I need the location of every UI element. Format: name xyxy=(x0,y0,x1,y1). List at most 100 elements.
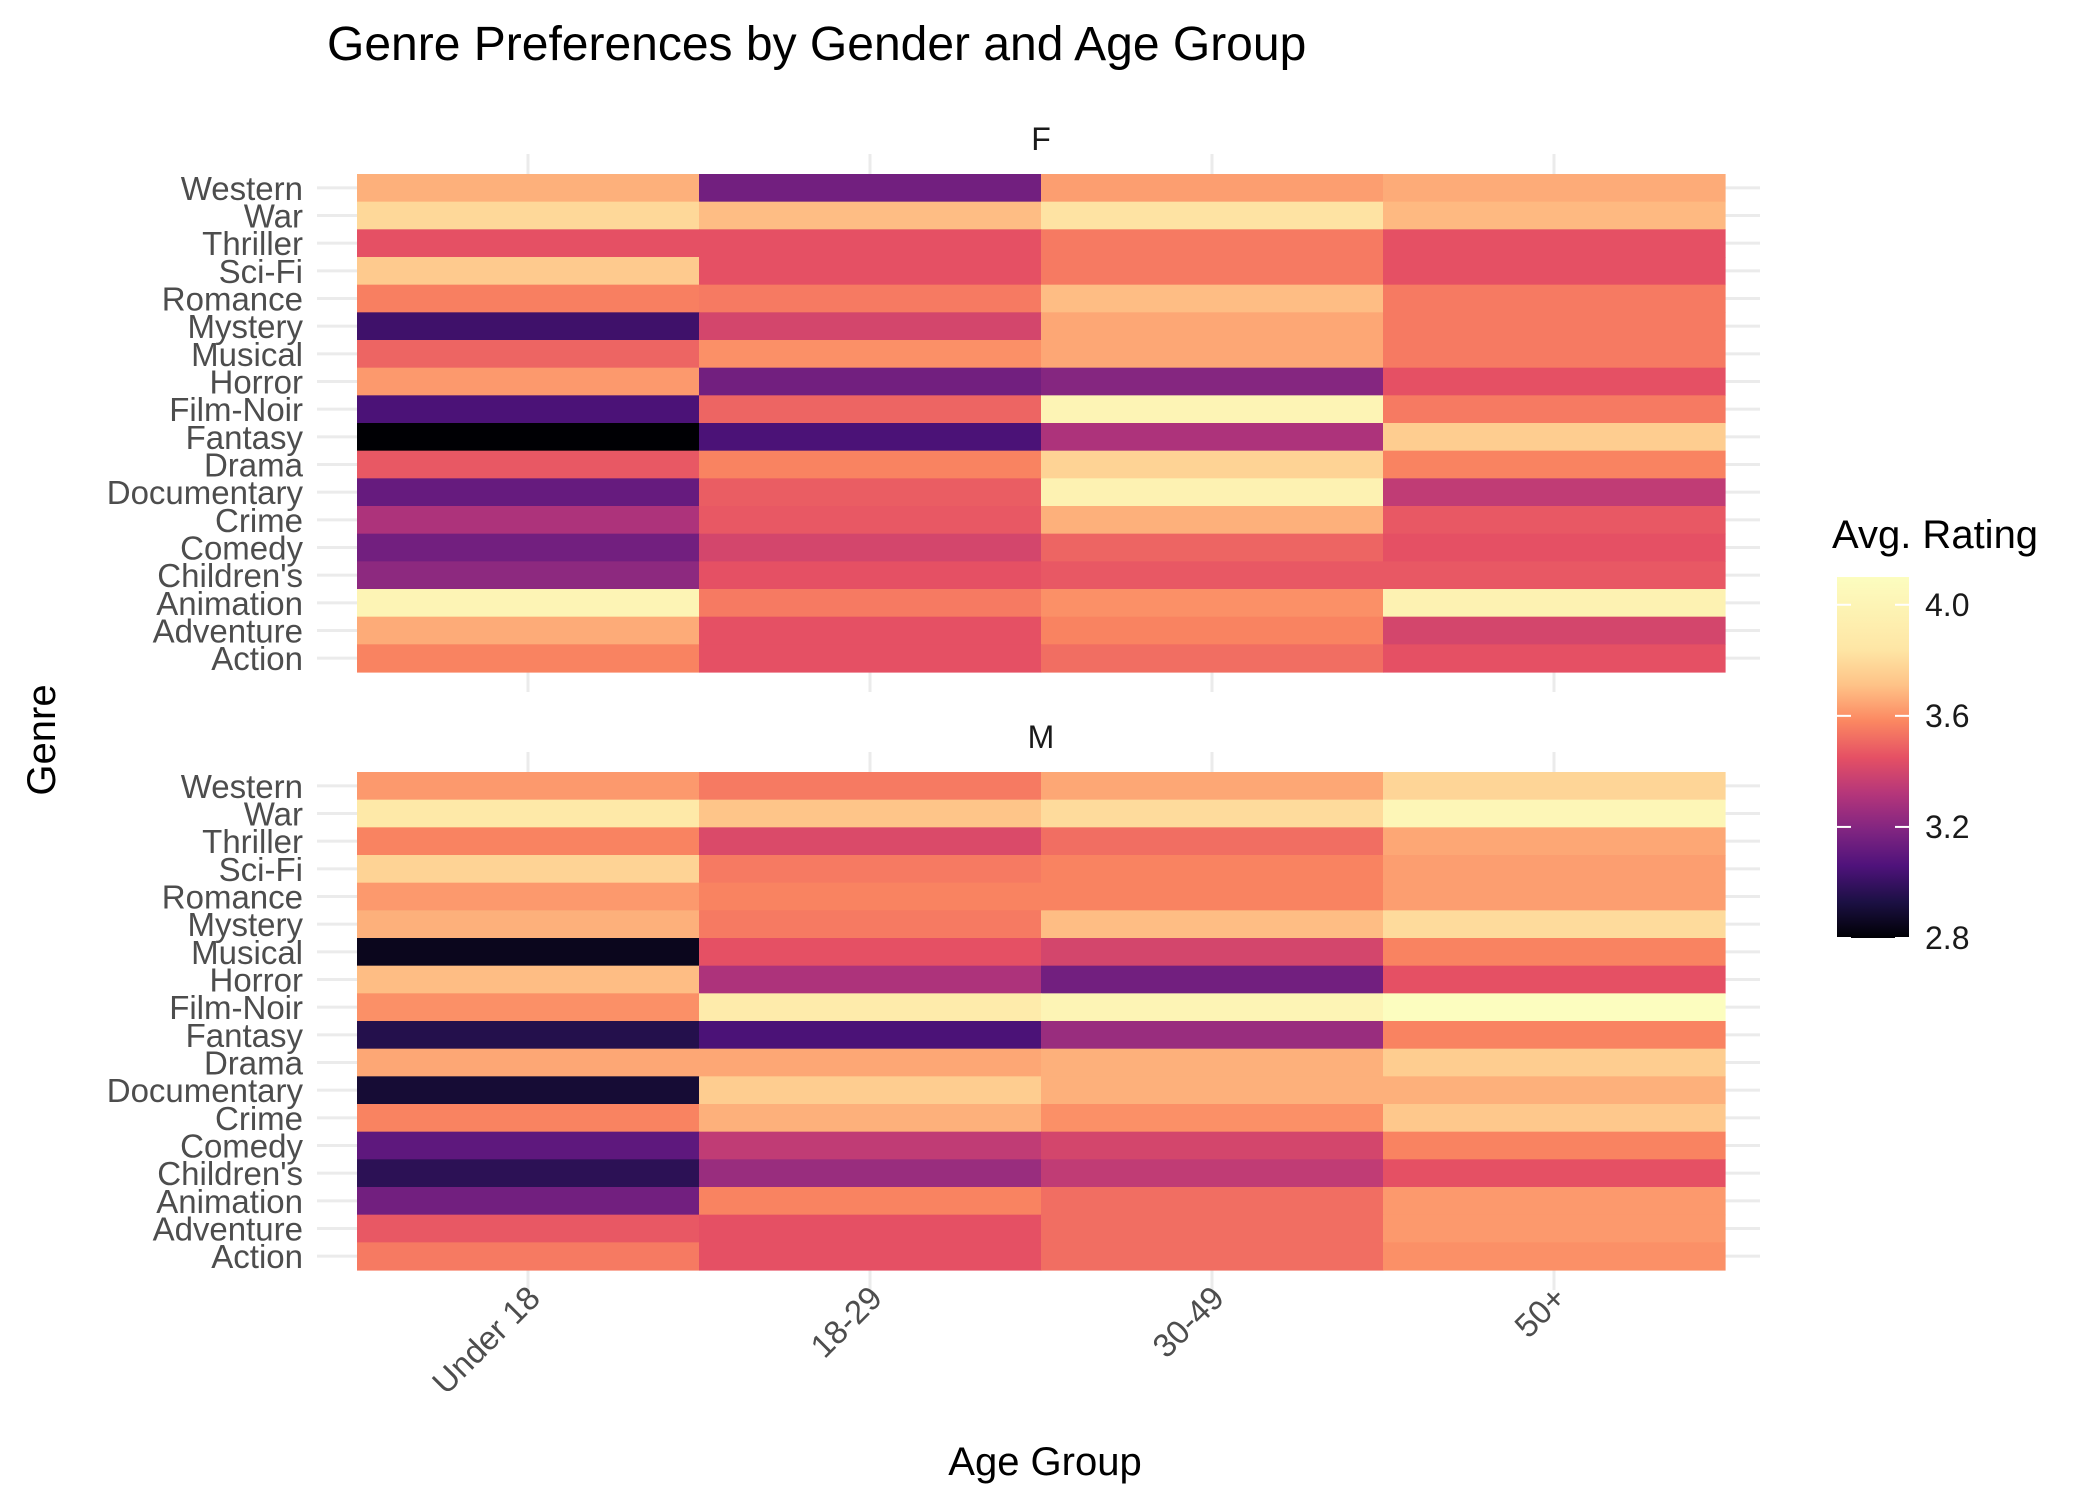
heatmap-cell xyxy=(699,229,1042,258)
heatmap-cell xyxy=(1383,1187,1726,1216)
y-tick-label: Musical xyxy=(191,336,303,373)
heatmap-cell xyxy=(357,1076,700,1105)
heatmap-cell xyxy=(357,340,700,369)
heatmap-cell xyxy=(357,533,700,562)
heatmap-cell xyxy=(699,1076,1042,1105)
heatmap-cell xyxy=(699,1214,1042,1243)
heatmap-cell xyxy=(699,284,1042,313)
legend-colorbar xyxy=(1837,577,1909,938)
heatmap-cell xyxy=(699,938,1042,967)
heatmap-cell xyxy=(699,1187,1042,1216)
heatmap-cell xyxy=(357,910,700,939)
heatmap-cell xyxy=(357,395,700,424)
y-tick-label: Drama xyxy=(204,1045,304,1082)
heatmap-cell xyxy=(1383,478,1726,507)
legend-tick-label: 3.2 xyxy=(1925,809,1969,845)
heatmap-cell xyxy=(1041,1021,1384,1050)
x-axis-title: Age Group xyxy=(948,1440,1141,1484)
heatmap-cell xyxy=(357,174,700,203)
y-tick-label: Action xyxy=(211,640,303,677)
heatmap-cell xyxy=(699,1104,1042,1133)
y-tick-label: Adventure xyxy=(153,1211,303,1248)
heatmap-cell xyxy=(357,855,700,884)
y-tick-label: Comedy xyxy=(180,1128,303,1165)
heatmap-cell xyxy=(699,561,1042,590)
heatmap-cell xyxy=(1041,993,1384,1022)
panels: FWesternWarThrillerSci-FiRomanceMysteryM… xyxy=(107,121,1760,1290)
heatmap-cell xyxy=(1041,395,1384,424)
heatmap-cell xyxy=(1041,478,1384,507)
y-tick-label: Western xyxy=(181,170,303,207)
heatmap-cell xyxy=(357,965,700,994)
y-tick-label: Documentary xyxy=(107,1072,304,1109)
heatmap-cell xyxy=(699,174,1042,203)
y-tick-label: Horror xyxy=(209,364,303,401)
heatmap-cell xyxy=(357,1242,700,1271)
y-tick-label: Animation xyxy=(156,1183,303,1220)
heatmap-cell xyxy=(1041,367,1384,396)
heatmap-cell xyxy=(1383,174,1726,203)
heatmap-cell xyxy=(1383,910,1726,939)
heatmap-cell xyxy=(1041,423,1384,452)
heatmap-cell xyxy=(1383,1214,1726,1243)
heatmap-cell xyxy=(357,882,700,911)
heatmap-cell xyxy=(699,367,1042,396)
y-tick-label: War xyxy=(244,198,303,235)
heatmap-cell xyxy=(357,561,700,590)
heatmap-cell xyxy=(1041,312,1384,341)
heatmap-cell xyxy=(1041,1131,1384,1160)
legend-title: Avg. Rating xyxy=(1832,513,2038,557)
heatmap-cell xyxy=(357,616,700,645)
y-tick-label: Romance xyxy=(162,879,303,916)
x-tick-label: 18-29 xyxy=(803,1279,889,1365)
heatmap-cell xyxy=(1041,772,1384,801)
y-tick-label: Animation xyxy=(156,585,303,622)
heatmap-cell xyxy=(357,257,700,286)
heatmap-cell xyxy=(699,644,1042,673)
x-tick-label: Under 18 xyxy=(425,1279,547,1401)
heatmap-cell xyxy=(699,965,1042,994)
heatmap-cell xyxy=(699,772,1042,801)
facet-strip-label: F xyxy=(1031,121,1051,157)
heatmap-cell xyxy=(357,1104,700,1133)
heatmap-cell xyxy=(1383,284,1726,313)
y-tick-label: Mystery xyxy=(188,308,304,345)
y-tick-label: Crime xyxy=(215,1100,303,1137)
y-tick-label: Musical xyxy=(191,934,303,971)
heatmap-cell xyxy=(1383,257,1726,286)
heatmap-cell xyxy=(1041,616,1384,645)
heatmap-cell xyxy=(357,938,700,967)
heatmap-cell xyxy=(357,993,700,1022)
chart-title: Genre Preferences by Gender and Age Grou… xyxy=(327,18,1306,71)
y-tick-label: War xyxy=(244,796,303,833)
x-tick-label: 50+ xyxy=(1507,1279,1573,1345)
y-tick-label: Sci-Fi xyxy=(219,851,303,888)
y-tick-label: Horror xyxy=(209,962,303,999)
heatmap-cell xyxy=(357,827,700,856)
heatmap-cell xyxy=(699,478,1042,507)
heatmap-cell xyxy=(1383,644,1726,673)
heatmap-cell xyxy=(357,1159,700,1188)
heatmap-cell xyxy=(699,201,1042,230)
legend-tick-label: 4.0 xyxy=(1925,587,1969,623)
heatmap-cell xyxy=(1383,589,1726,618)
heatmap-cell xyxy=(699,799,1042,828)
facet-strip-label: M xyxy=(1028,719,1055,755)
heatmap-cell xyxy=(1383,855,1726,884)
heatmap-cell xyxy=(1383,827,1726,856)
heatmap-cell xyxy=(699,395,1042,424)
heatmap-cell xyxy=(1041,533,1384,562)
heatmap-cell xyxy=(1383,1021,1726,1050)
heatmap-cell xyxy=(357,644,700,673)
x-axis-ticks: Under 18 18-29 30-49 50+ xyxy=(425,1279,1573,1401)
heatmap-cell xyxy=(1041,644,1384,673)
heatmap-cell xyxy=(357,589,700,618)
heatmap-cell xyxy=(1383,1131,1726,1160)
y-tick-label: Children's xyxy=(157,1155,303,1192)
heatmap-cell xyxy=(699,616,1042,645)
heatmap-cell xyxy=(699,506,1042,535)
heatmap-cell xyxy=(699,1021,1042,1050)
heatmap-cell xyxy=(357,1021,700,1050)
heatmap-cell xyxy=(699,993,1042,1022)
